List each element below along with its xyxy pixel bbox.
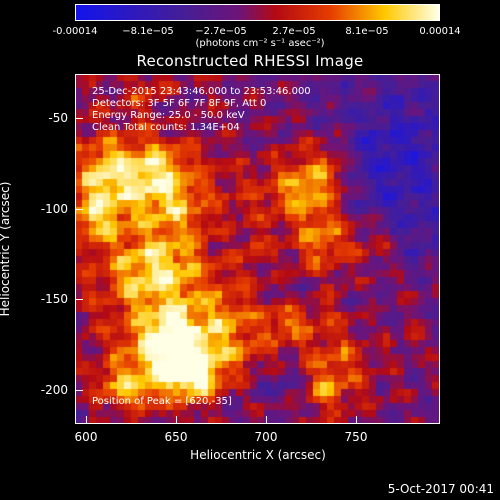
y-tick-mark — [75, 299, 83, 300]
rhessi-image — [75, 74, 440, 424]
colorbar-tick-4: 8.1e−05 — [345, 26, 389, 37]
y-tick-mark — [75, 209, 83, 210]
y-tick-label-m200: -200 — [40, 383, 68, 397]
y-tick-mark — [75, 390, 83, 391]
annotation-peak: Position of Peak = [620,-35] — [92, 396, 232, 407]
annotation-energy: Energy Range: 25.0 - 50.0 keV — [92, 110, 245, 121]
colorbar-units: (photons cm⁻² s⁻¹ asec⁻²) — [195, 38, 325, 49]
annotation-detectors: Detectors: 3F 5F 6F 7F 8F 9F, Att 0 — [92, 98, 267, 109]
colorbar-tick-1: −8.1e−05 — [122, 26, 174, 37]
x-axis-label: Heliocentric X (arcsec) — [190, 448, 326, 462]
y-tick-label-m150: -150 — [40, 292, 68, 306]
x-tick-mark — [356, 416, 357, 424]
colorbar-tick-2: −2.7e−05 — [195, 26, 247, 37]
x-tick-label-650: 650 — [164, 430, 188, 444]
y-tick-label-m100: -100 — [40, 202, 68, 216]
y-axis-label-text: Heliocentric Y (arcsec) — [0, 181, 12, 317]
annotation-clean: Clean Total counts: 1.34E+04 — [92, 122, 240, 133]
annotation-time: 25-Dec-2015 23:43:46.000 to 23:53:46.000 — [92, 86, 311, 97]
x-tick-label-700: 700 — [254, 430, 278, 444]
y-tick-mark — [75, 118, 83, 119]
y-tick-label-m50: -50 — [48, 111, 68, 125]
footer-timestamp: 5-Oct-2017 00:41 — [387, 482, 494, 496]
x-tick-mark — [266, 416, 267, 424]
colorbar — [75, 4, 440, 21]
x-tick-mark — [86, 416, 87, 424]
image-title: Reconstructed RHESSI Image — [136, 52, 364, 70]
colorbar-tick-3: 2.7e−05 — [272, 26, 316, 37]
x-tick-mark — [176, 416, 177, 424]
colorbar-tick-0: -0.00014 — [52, 26, 98, 37]
colorbar-tick-5: 0.00014 — [419, 26, 461, 37]
x-tick-label-750: 750 — [344, 430, 368, 444]
x-tick-label-600: 600 — [74, 430, 98, 444]
